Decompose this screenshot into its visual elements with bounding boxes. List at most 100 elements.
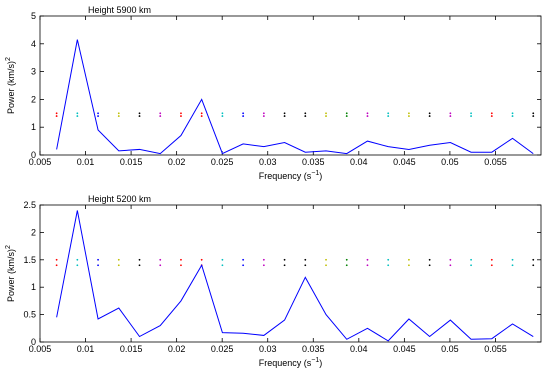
marker-dot [511, 112, 514, 115]
marker-dot [55, 112, 58, 115]
data-line [56, 210, 534, 342]
x-tick-label: 0.055 [484, 344, 507, 354]
marker-dot [97, 115, 99, 117]
marker-dot [366, 112, 369, 115]
x-tick-label: 0.05 [441, 157, 459, 167]
y-axis-label: Power (km/s)2 [5, 57, 16, 114]
marker-dot [262, 258, 265, 261]
y-tick-label: 1 [31, 282, 36, 292]
marker-dot [138, 115, 141, 117]
marker-dot [366, 258, 369, 261]
marker-dot [283, 112, 286, 115]
marker-dot [55, 115, 58, 117]
x-tick-label: 0.045 [393, 344, 416, 354]
marker-dot [490, 258, 493, 261]
y-tick-label: 2 [31, 94, 36, 104]
marker-dot [490, 112, 493, 115]
marker-dot [138, 264, 141, 267]
y-axis-label-sup: 2 [5, 57, 12, 61]
x-axis-label-text: Frequency (s [259, 358, 312, 368]
y-tick-label: 4 [31, 39, 36, 49]
marker-dot [387, 112, 390, 115]
subplot: 0 1 2 3 4 5 0.005 0.01 0.015 0.02 0.025 0.03 0.035 0.… [5, 5, 542, 181]
marker-dot [511, 258, 514, 261]
data-line [56, 39, 534, 155]
x-tick-label: 0.055 [484, 157, 507, 167]
marker-dot [387, 115, 390, 117]
x-tick-label: 0.005 [29, 157, 52, 167]
marker-dot [221, 112, 224, 115]
y-tick-label: 0 [31, 150, 36, 160]
marker-dot [490, 115, 493, 117]
marker-dot [387, 264, 390, 267]
marker-dot [200, 258, 203, 261]
x-axis-label-sup: −1 [311, 357, 319, 364]
marker-dot [180, 115, 182, 117]
x-tick-label: 0.04 [350, 157, 368, 167]
marker-dot [200, 112, 203, 115]
x-tick-label: 0.045 [393, 157, 416, 167]
axes-box [39, 204, 542, 343]
x-tick-label: 0.005 [29, 344, 52, 354]
marker-dot [408, 112, 410, 115]
y-axis-label-text: Power (km/s) [6, 61, 16, 114]
x-tick-label: 0.02 [168, 344, 186, 354]
marker-dot [345, 115, 348, 117]
marker-dot [242, 258, 245, 261]
marker-dot [97, 264, 99, 267]
marker-dot [76, 258, 79, 261]
marker-dot [117, 264, 120, 267]
marker-dot [283, 115, 286, 117]
marker-dot [470, 258, 472, 261]
marker-dot [470, 115, 472, 117]
marker-dot [366, 115, 369, 117]
marker-dot [180, 258, 182, 261]
marker-dot [325, 115, 327, 117]
y-axis-label: Power (km/s)2 [5, 245, 16, 302]
marker-dot [532, 112, 535, 115]
marker-dot [180, 112, 182, 115]
marker-dot [532, 264, 535, 267]
x-tick-label: 0.035 [302, 157, 325, 167]
marker-dot [55, 264, 58, 267]
marker-dot [345, 112, 348, 115]
marker-dot [345, 264, 348, 267]
marker-dot [242, 112, 245, 115]
marker-dot [283, 258, 286, 261]
marker-dot [221, 115, 224, 117]
marker-dot [449, 112, 452, 115]
marker-dot [221, 258, 224, 261]
x-tick-label: 0.035 [302, 344, 325, 354]
x-tick-label: 0.025 [211, 344, 234, 354]
subplot: 0 0.5 1 1.5 2 2.5 0.005 0.01 0.015 0.02 0.025 0.03 0… [5, 194, 542, 368]
y-tick-label: 2 [31, 227, 36, 237]
y-tick-label: 5 [31, 11, 36, 21]
x-axis-label: Frequency (s−1) [259, 170, 323, 181]
subplot-title: Height 5200 km [88, 194, 151, 204]
marker-dot [242, 115, 245, 117]
x-tick-label: 0.05 [441, 344, 459, 354]
marker-dot [428, 115, 431, 117]
marker-dot [55, 258, 58, 261]
marker-dot [511, 264, 514, 267]
y-tick-label: 0.5 [23, 310, 36, 320]
x-axis-label: Frequency (s−1) [259, 357, 323, 368]
marker-dot [408, 258, 410, 261]
marker-dot [117, 112, 120, 115]
marker-dot [76, 115, 79, 117]
marker-dot [345, 258, 348, 261]
marker-dot [490, 264, 493, 267]
marker-dot [200, 115, 203, 117]
marker-dot [511, 115, 514, 117]
marker-dot [325, 112, 327, 115]
y-axis-label-text: Power (km/s) [6, 249, 16, 302]
marker-dot [283, 264, 286, 267]
marker-dot [262, 112, 265, 115]
marker-dot [304, 264, 307, 267]
y-tick-label: 2.5 [23, 200, 36, 210]
x-axis-label-end: ) [319, 358, 322, 368]
marker-dot [325, 258, 327, 261]
marker-dot [408, 115, 410, 117]
marker-dot [304, 115, 307, 117]
